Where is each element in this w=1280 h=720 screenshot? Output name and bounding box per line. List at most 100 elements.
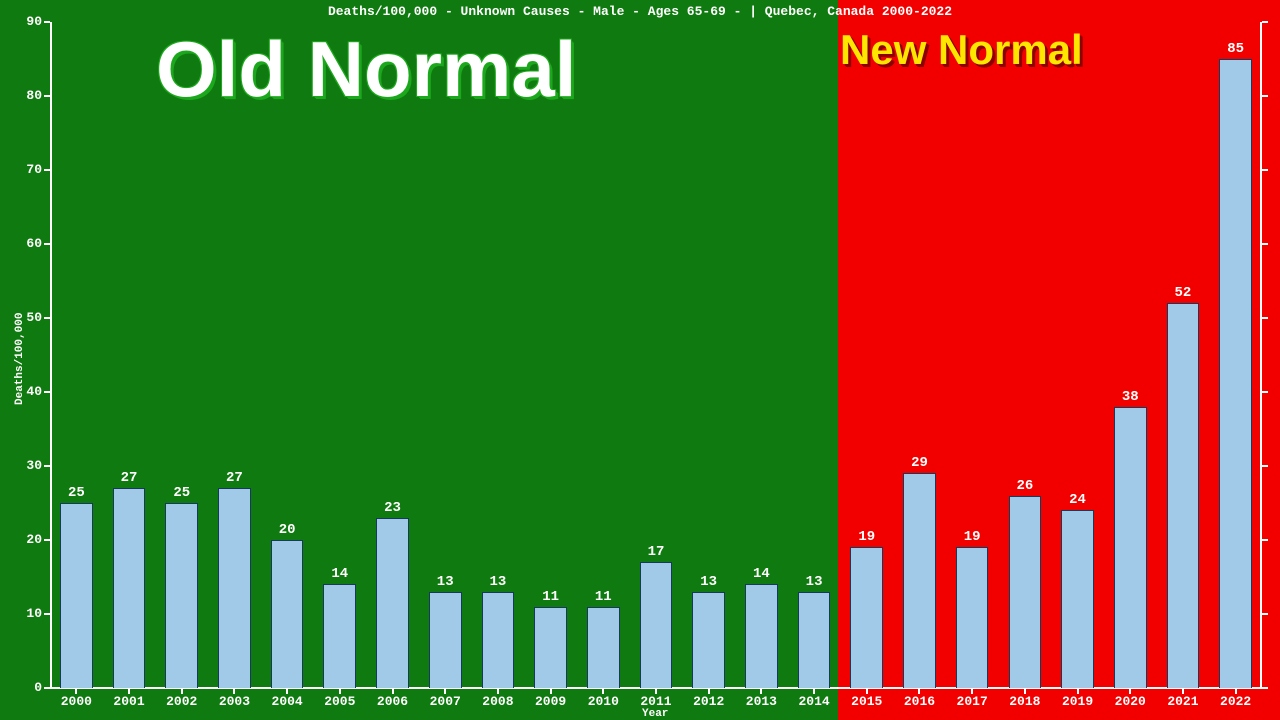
bar <box>482 592 515 688</box>
x-tick-label: 2007 <box>419 694 472 709</box>
axis-line <box>50 22 52 688</box>
x-tick-label: 2004 <box>261 694 314 709</box>
x-tick-label: 2012 <box>682 694 735 709</box>
bar-value-label: 11 <box>577 589 630 605</box>
y-tick <box>1262 687 1268 689</box>
x-tick-label: 2021 <box>1157 694 1210 709</box>
x-tick-label: 2011 <box>630 694 683 709</box>
bar-value-label: 29 <box>893 455 946 471</box>
bar-value-label: 13 <box>419 574 472 590</box>
bar <box>376 518 409 688</box>
bar <box>534 607 567 688</box>
y-tick <box>44 687 50 689</box>
bar-value-label: 25 <box>155 485 208 501</box>
y-tick-label: 40 <box>26 384 42 399</box>
x-tick-label: 2008 <box>472 694 525 709</box>
bar <box>798 592 831 688</box>
x-tick-label: 2000 <box>50 694 103 709</box>
plot-area: 2527252720142313131111171314131929192624… <box>50 22 1262 688</box>
y-tick-label: 0 <box>34 680 42 695</box>
x-tick-label: 2006 <box>366 694 419 709</box>
bar-value-label: 14 <box>735 566 788 582</box>
bar-value-label: 14 <box>313 566 366 582</box>
y-tick <box>1262 539 1268 541</box>
chart-root: Deaths/100,000 - Unknown Causes - Male -… <box>0 0 1280 720</box>
x-tick-label: 2002 <box>155 694 208 709</box>
bar <box>903 473 936 688</box>
axis-line <box>1260 22 1262 688</box>
y-tick-label: 80 <box>26 88 42 103</box>
y-tick <box>1262 169 1268 171</box>
x-tick-label: 2019 <box>1051 694 1104 709</box>
chart-title: Deaths/100,000 - Unknown Causes - Male -… <box>0 4 1280 19</box>
y-tick-label: 60 <box>26 236 42 251</box>
x-tick-label: 2016 <box>893 694 946 709</box>
bar <box>1009 496 1042 688</box>
y-tick-label: 20 <box>26 532 42 547</box>
x-tick-label: 2018 <box>999 694 1052 709</box>
y-tick <box>1262 317 1268 319</box>
y-tick <box>44 391 50 393</box>
bar <box>323 584 356 688</box>
bar-value-label: 19 <box>946 529 999 545</box>
y-tick <box>1262 243 1268 245</box>
y-tick <box>44 317 50 319</box>
x-tick-label: 2017 <box>946 694 999 709</box>
y-tick <box>44 95 50 97</box>
y-axis-label: Deaths/100,000 <box>14 313 26 405</box>
bar-value-label: 13 <box>472 574 525 590</box>
x-tick-label: 2003 <box>208 694 261 709</box>
x-tick-label: 2022 <box>1209 694 1262 709</box>
bar-value-label: 20 <box>261 522 314 538</box>
bar <box>271 540 304 688</box>
bar-value-label: 24 <box>1051 492 1104 508</box>
bar <box>640 562 673 688</box>
x-tick-label: 2013 <box>735 694 788 709</box>
y-tick-label: 10 <box>26 606 42 621</box>
y-tick <box>1262 613 1268 615</box>
y-tick <box>44 465 50 467</box>
x-tick-label: 2005 <box>313 694 366 709</box>
bar-value-label: 19 <box>840 529 893 545</box>
x-axis-label: Year <box>642 708 668 720</box>
bar-value-label: 85 <box>1209 41 1262 57</box>
bar-value-label: 38 <box>1104 389 1157 405</box>
bar <box>113 488 146 688</box>
bar <box>1114 407 1147 688</box>
bar-value-label: 27 <box>208 470 261 486</box>
x-tick-label: 2009 <box>524 694 577 709</box>
bar-value-label: 52 <box>1157 285 1210 301</box>
bar-value-label: 23 <box>366 500 419 516</box>
bar <box>1219 59 1252 688</box>
bar <box>429 592 462 688</box>
bar-value-label: 13 <box>682 574 735 590</box>
x-tick-label: 2001 <box>103 694 156 709</box>
bar <box>956 547 989 688</box>
y-tick-label: 90 <box>26 14 42 29</box>
bar-value-label: 27 <box>103 470 156 486</box>
bar <box>60 503 93 688</box>
y-tick <box>44 21 50 23</box>
bar <box>1061 510 1094 688</box>
bar-value-label: 13 <box>788 574 841 590</box>
y-tick <box>1262 391 1268 393</box>
x-tick-label: 2010 <box>577 694 630 709</box>
y-tick <box>1262 21 1268 23</box>
bar-value-label: 26 <box>999 478 1052 494</box>
y-tick <box>44 539 50 541</box>
bar <box>692 592 725 688</box>
bar-value-label: 25 <box>50 485 103 501</box>
bar <box>850 547 883 688</box>
bar <box>587 607 620 688</box>
y-tick <box>44 169 50 171</box>
bar-value-label: 11 <box>524 589 577 605</box>
bar <box>218 488 251 688</box>
y-tick <box>1262 465 1268 467</box>
y-tick <box>44 613 50 615</box>
y-tick-label: 30 <box>26 458 42 473</box>
bar-value-label: 17 <box>630 544 683 560</box>
y-tick-label: 50 <box>26 310 42 325</box>
bar <box>745 584 778 688</box>
y-tick <box>44 243 50 245</box>
x-tick-label: 2015 <box>840 694 893 709</box>
